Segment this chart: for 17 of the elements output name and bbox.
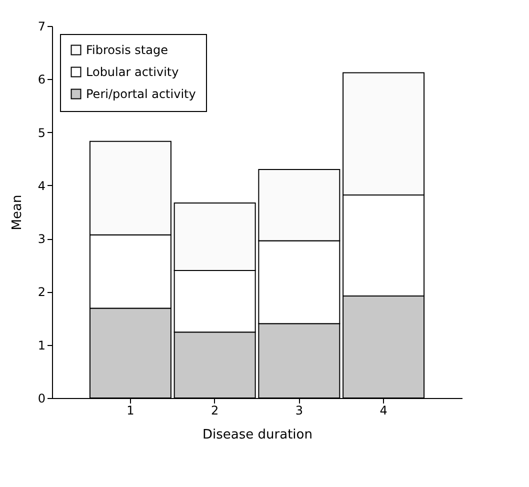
- y-tick-label: 4: [38, 178, 46, 193]
- x-tick-label: 2: [211, 404, 219, 418]
- y-tick-label: 0: [38, 392, 46, 406]
- legend-label: Fibrosis stage: [86, 43, 168, 57]
- y-tick-label: 2: [38, 285, 46, 300]
- y-tick-label: 3: [38, 232, 46, 246]
- legend-label: Peri/portal activity: [86, 87, 196, 101]
- legend-label: Lobular activity: [86, 65, 179, 79]
- y-tick-label: 5: [38, 126, 46, 140]
- x-tick-label: 4: [380, 404, 388, 418]
- y-tick-label: 7: [38, 20, 46, 34]
- y-tick-label: 6: [38, 72, 46, 87]
- y-tick-label: 1: [38, 338, 46, 352]
- x-tick-label: 1: [126, 404, 134, 418]
- y-axis-title: Mean: [10, 194, 25, 230]
- x-tick-label: 3: [295, 404, 303, 418]
- x-axis-title: Disease duration: [202, 428, 312, 442]
